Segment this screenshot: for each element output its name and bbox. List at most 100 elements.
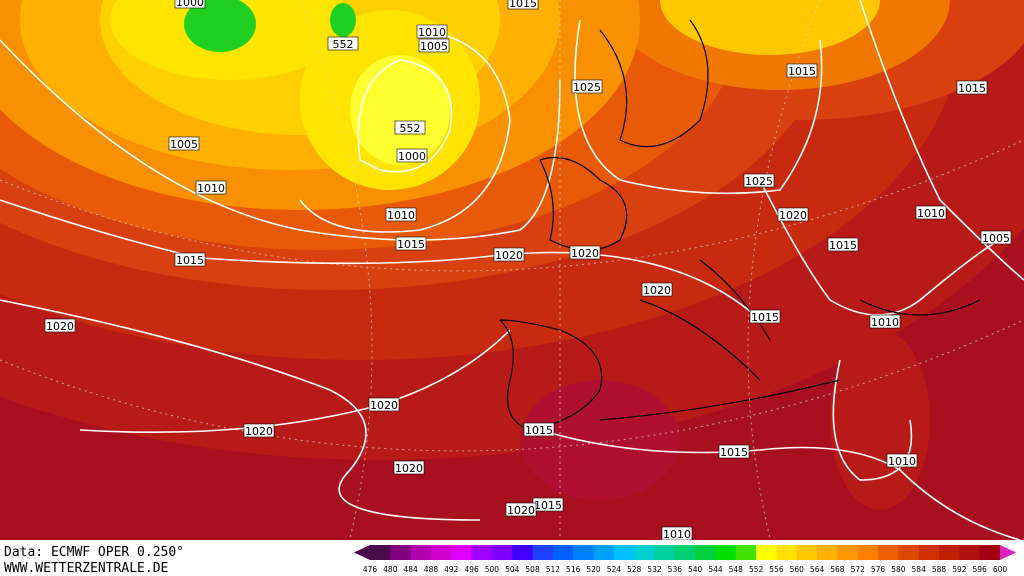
- data-source: Data: ECMWF OPER 0.250°: [4, 545, 184, 560]
- isobar-label-box: [886, 453, 918, 468]
- scale-label: 516: [566, 565, 581, 574]
- isobar-label: 1025: [745, 175, 773, 188]
- isobar-label: 1015: [525, 424, 553, 437]
- scale-swatch: [756, 545, 777, 560]
- isobar-label-box: [523, 422, 555, 437]
- isobar-label-box: [493, 247, 525, 262]
- isobar-label-box: [327, 36, 359, 51]
- isobar-label: 1020: [395, 462, 423, 475]
- isobar-label: 1020: [245, 425, 273, 438]
- isobar-label-box: [368, 397, 400, 412]
- scale-label: 492: [444, 565, 459, 574]
- isobar-label: 1000: [176, 0, 204, 9]
- isobar-label: 1015: [788, 65, 816, 78]
- scale-swatch: [593, 545, 615, 560]
- scale-swatch: [532, 545, 554, 560]
- isobar-label: 1010: [871, 316, 899, 329]
- isobar-label: 1010: [663, 528, 691, 541]
- isobar-label-box: [743, 173, 775, 188]
- isobar-label: 552: [400, 122, 421, 135]
- scale-label: 588: [932, 565, 947, 574]
- scale-arrow-left: [354, 545, 370, 560]
- isobar-label-box: [385, 207, 417, 222]
- scale-swatch: [715, 545, 737, 560]
- scale-swatch: [410, 545, 432, 560]
- isobar-label: 1015: [397, 238, 425, 251]
- scale-swatch: [451, 545, 473, 560]
- scale-swatch: [491, 545, 513, 560]
- isobar-label-box: [416, 24, 448, 39]
- isobar-label-box: [507, 0, 539, 10]
- isobar-label-box: [394, 120, 426, 135]
- scale-swatch: [898, 545, 920, 560]
- isobar-label-box: [174, 252, 206, 267]
- isobar-label: 1015: [751, 311, 779, 324]
- scale-swatch: [654, 545, 676, 560]
- scale-label: 568: [830, 565, 845, 574]
- scale-label: 564: [810, 565, 825, 574]
- isobar-label-box: [393, 460, 425, 475]
- isobar-label: 1020: [495, 249, 523, 262]
- scale-swatch: [573, 545, 595, 560]
- scale-label: 532: [647, 565, 662, 574]
- isobar-label-box: [869, 314, 901, 329]
- scale-label: 500: [485, 565, 500, 574]
- scale-label: 508: [525, 565, 540, 574]
- scale-swatch: [857, 545, 879, 560]
- isobar-label-box: [661, 526, 693, 540]
- isobar-label: 1000: [398, 150, 426, 163]
- isobar-label: 1005: [982, 232, 1010, 245]
- scale-label: 540: [688, 565, 703, 574]
- scale-swatch: [878, 545, 899, 560]
- scale-label: 496: [464, 565, 479, 574]
- isobar-label-box: [174, 0, 206, 9]
- isobar-label-box: [195, 180, 227, 195]
- scale-swatch: [939, 545, 960, 560]
- scale-swatch: [796, 545, 818, 560]
- scale-label: 576: [871, 565, 886, 574]
- isobar-label: 1025: [573, 81, 601, 94]
- isobar-label: 1020: [507, 504, 535, 517]
- scale-label: 524: [607, 565, 622, 574]
- scale-label: 488: [424, 565, 439, 574]
- isobar-label: 1010: [917, 207, 945, 220]
- scale-swatch: [959, 545, 981, 560]
- isobar-label: 1015: [958, 82, 986, 95]
- scale-label: 572: [851, 565, 866, 574]
- scale-swatch: [695, 545, 716, 560]
- isobar-label-box: [396, 148, 428, 163]
- isobar-label: 1010: [197, 182, 225, 195]
- scale-label: 520: [586, 565, 601, 574]
- scale-swatch: [430, 545, 452, 560]
- scale-label: 552: [749, 565, 764, 574]
- scale-label: 560: [790, 565, 805, 574]
- isobar-label: 1020: [46, 320, 74, 333]
- scale-label: 556: [769, 565, 784, 574]
- isobar-label-box: [571, 79, 603, 94]
- isobar-label-box: [418, 38, 450, 53]
- scale-swatch: [674, 545, 696, 560]
- scale-label: 480: [383, 565, 398, 574]
- isobar-label-box: [569, 245, 601, 260]
- isobar-label: 1010: [387, 209, 415, 222]
- scale-label: 580: [891, 565, 906, 574]
- scale-label: 548: [729, 565, 744, 574]
- color-scale: 476 480 484 488 492 496 500 504 508 512 516 520 524 5…: [354, 545, 1016, 574]
- scale-swatch: [613, 545, 635, 560]
- isobar-label-box: [44, 318, 76, 333]
- isobar-label-box: [168, 136, 200, 151]
- isobar-label-box: [718, 444, 750, 459]
- scale-swatch: [512, 545, 534, 560]
- isobar-label-box: [827, 237, 859, 252]
- isobar-label-box: [749, 309, 781, 324]
- scale-swatch: [776, 545, 798, 560]
- isobar-label: 1020: [779, 209, 807, 222]
- scale-label: 592: [952, 565, 967, 574]
- isobar-label: 1020: [643, 284, 671, 297]
- isobar-label-box: [980, 230, 1012, 245]
- isobar-label-box: [777, 207, 809, 222]
- scale-label: 504: [505, 565, 520, 574]
- isobar-label-box: [505, 502, 537, 517]
- scale-swatch: [817, 545, 838, 560]
